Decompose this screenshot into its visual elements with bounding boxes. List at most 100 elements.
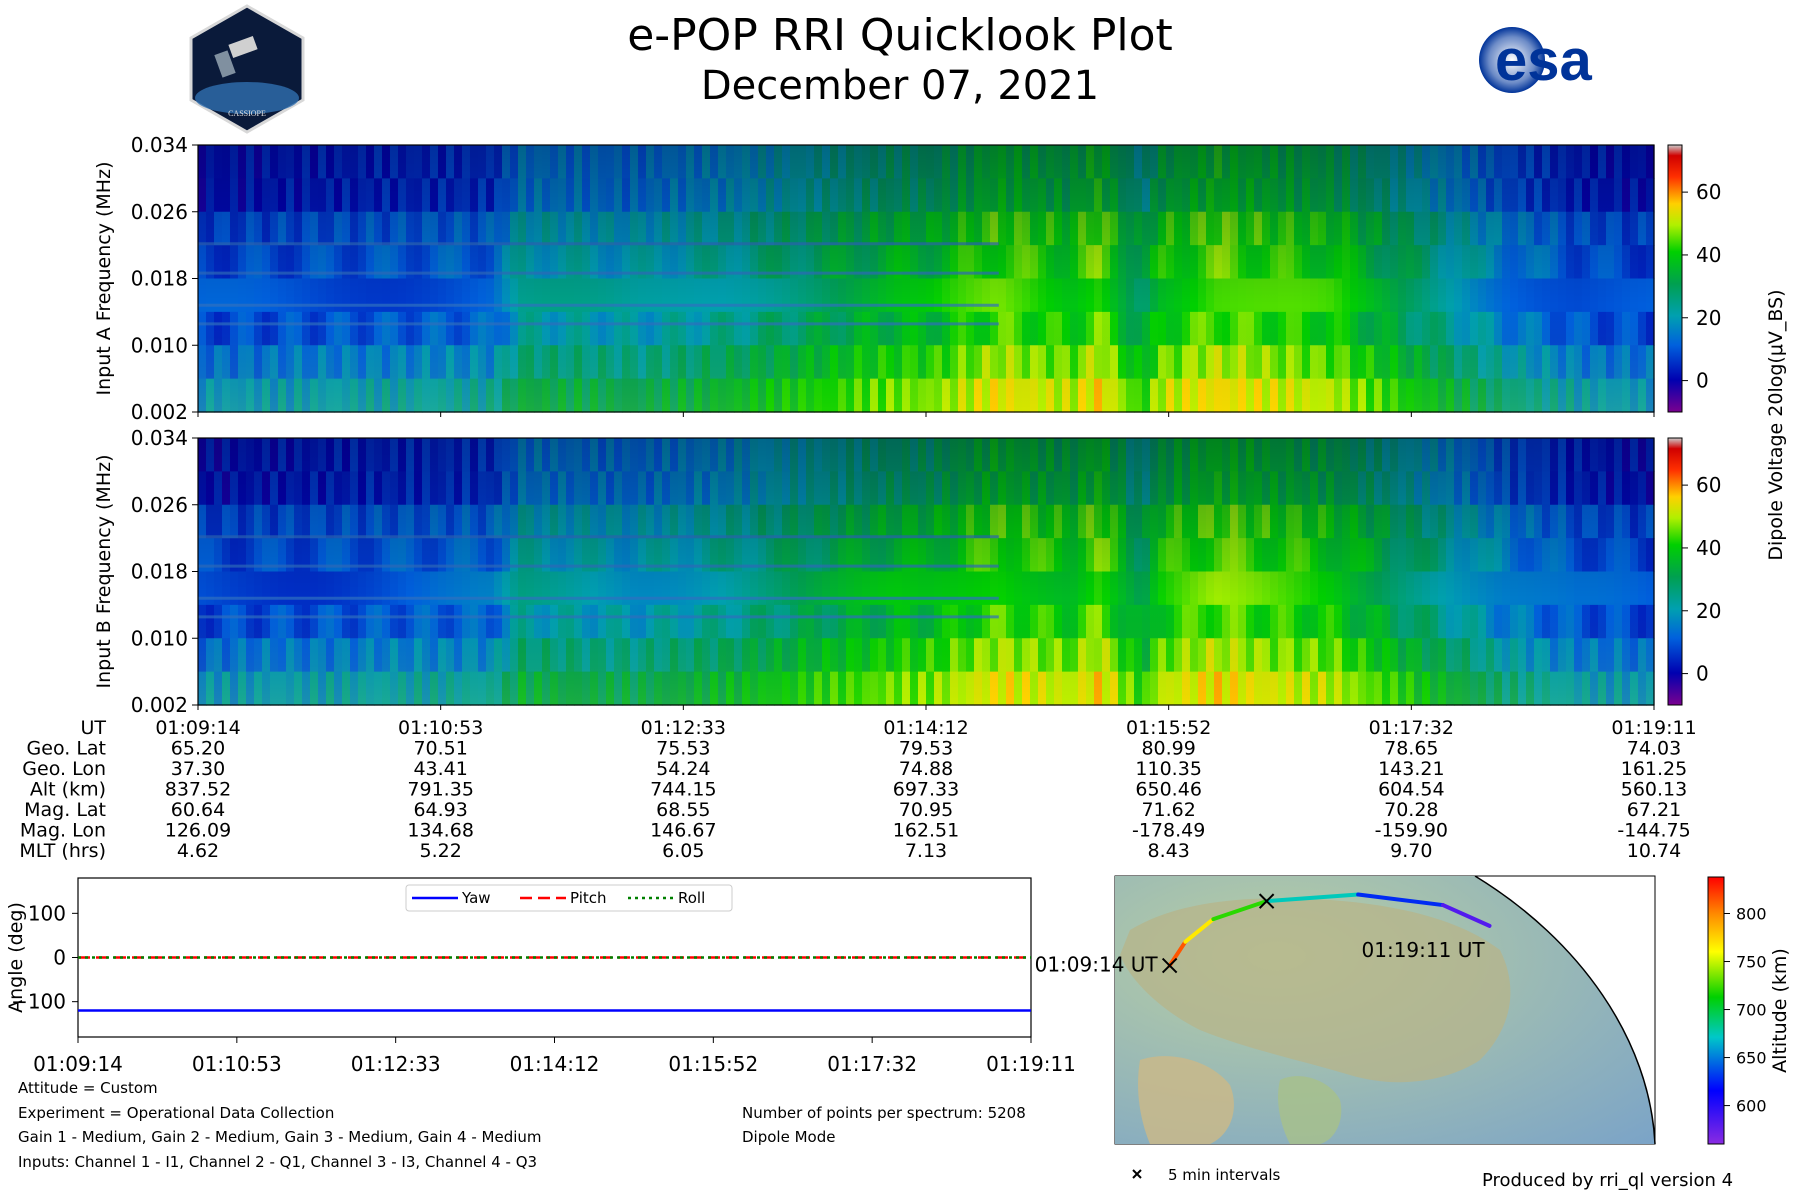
orbit-cell: 74.03 (1627, 738, 1681, 760)
orbit-cell: 70.28 (1384, 799, 1438, 821)
legend-label-roll: Roll (678, 889, 705, 907)
y-tick-label: 0.026 (131, 200, 188, 224)
orbit-cell: 67.21 (1627, 799, 1681, 821)
legend-label-yaw: Yaw (461, 889, 491, 907)
voltage-colorbar (1667, 437, 1683, 706)
orbit-cell: 791.35 (407, 779, 473, 801)
orbit-cell: 70.51 (413, 738, 467, 760)
orbit-cell: 4.62 (177, 840, 219, 862)
marker-legend-label: 5 min intervals (1168, 1166, 1281, 1184)
info-produced-by: Produced by rri_ql version 4 (1482, 1170, 1734, 1191)
altitude-colorbar-tick-label: 650 (1736, 1049, 1767, 1068)
orbit-cell: 650.46 (1135, 779, 1201, 801)
y-tick-label: 0.018 (131, 560, 188, 584)
cassiope-logo-text: CASSIOPE (228, 109, 266, 118)
track-5min-marker (1258, 893, 1275, 909)
orbit-cell: -178.49 (1132, 820, 1205, 842)
orbit-row-label: Mag. Lon (20, 820, 106, 842)
orbit-cell: 01:19:11 (1611, 717, 1696, 739)
orbit-cell: 9.70 (1390, 840, 1432, 862)
orbit-cell: 7.13 (905, 840, 947, 862)
spectrogram-ylabel: Input B Frequency (MHz) (93, 455, 115, 689)
track-end-label: 01:19:11 UT (1362, 938, 1486, 962)
orbit-cell: 110.35 (1135, 758, 1201, 780)
y-tick-label: 0.010 (131, 626, 188, 650)
track-segment (1183, 917, 1216, 944)
info-inputs: Inputs: Channel 1 - I1, Channel 2 - Q1, … (18, 1153, 538, 1171)
colorbar-label: Dipole Voltage 20log(μV_BS) (1765, 289, 1787, 560)
orbit-cell: 01:12:33 (641, 717, 726, 739)
orbit-row-label: Alt (km) (30, 779, 106, 801)
colorbar-tick-label: 20 (1696, 306, 1721, 330)
altitude-colorbar-tick-label: 800 (1736, 904, 1767, 923)
altitude-colorbar-tick-label: 700 (1736, 1001, 1767, 1020)
esa-logo: esa (1479, 27, 1593, 93)
attitude-x-tick-label: 01:12:33 (351, 1052, 441, 1076)
orbit-cell: 43.41 (413, 758, 467, 780)
orbit-row-label: MLT (hrs) (19, 840, 106, 862)
orbit-row-label: UT (80, 717, 106, 739)
track-start-label: 01:09:14 UT (1035, 953, 1159, 977)
orbit-cell: 64.93 (413, 799, 467, 821)
attitude-x-tick-label: 01:14:12 (510, 1052, 600, 1076)
orbit-cell: 01:17:32 (1369, 717, 1454, 739)
attitude-y-tick-label: −100 (11, 990, 66, 1014)
attitude-x-tick-label: 01:10:53 (192, 1052, 282, 1076)
y-tick-label: 0.034 (131, 426, 188, 450)
colorbar-tick-label: 60 (1696, 473, 1721, 497)
orbit-cell: 8.43 (1148, 840, 1190, 862)
orbit-row-label: Geo. Lat (27, 738, 106, 760)
y-tick-label: 0.026 (131, 493, 188, 517)
orbit-cell: 75.53 (656, 738, 710, 760)
y-tick-label: 0.010 (131, 333, 188, 357)
attitude-x-tick-label: 01:09:14 (33, 1052, 123, 1076)
orbit-cell: 162.51 (893, 820, 959, 842)
spectrogram-ylabel: Input A Frequency (MHz) (93, 162, 115, 396)
spectrogram-axes: 0.002 0.010 0.018 0.026 0.034 Input A Frequen… (93, 133, 1655, 717)
orbit-cell: 604.54 (1378, 779, 1444, 801)
marker-legend-icon (1132, 1169, 1142, 1179)
info-points: Number of points per spectrum: 5208 (742, 1104, 1026, 1122)
spectrogram-shading (198, 438, 1654, 705)
plot-date: December 07, 2021 (700, 63, 1100, 109)
colorbar-tick-label: 40 (1696, 243, 1721, 267)
y-tick-label: 0.018 (131, 267, 188, 291)
orbit-cell: 5.22 (420, 840, 462, 862)
input-b-spectrogram (197, 437, 1655, 706)
info-gains: Gain 1 - Medium, Gain 2 - Medium, Gain 3… (18, 1128, 542, 1146)
ground-track-map (1114, 875, 1656, 1145)
orbit-cell: 143.21 (1378, 758, 1444, 780)
attitude-y-tick-label: 100 (28, 901, 66, 925)
y-tick-label: 0.002 (131, 400, 188, 424)
voltage-colorbar (1667, 144, 1683, 413)
colorbar-tick-label: 0 (1696, 662, 1709, 686)
altitude-colorbar: 600 650 700 750 800 Altitude (km) (1707, 876, 1791, 1145)
orbit-cell: 74.88 (899, 758, 953, 780)
info-mode: Dipole Mode (742, 1128, 836, 1146)
info-attitude: Attitude = Custom (18, 1079, 158, 1097)
orbit-cell: 697.33 (893, 779, 959, 801)
spectrogram-shading (198, 145, 1654, 412)
orbit-cell: 01:09:14 (155, 717, 240, 739)
attitude-plot: 100 0 −100 01:09:14 01:10:53 01:12:33 01:14:12… (5, 877, 1076, 1076)
attitude-x-tick-label: 01:15:52 (668, 1052, 758, 1076)
y-tick-label: 0.034 (131, 133, 188, 157)
orbit-cell: 65.20 (171, 738, 225, 760)
orbit-cell: 79.53 (899, 738, 953, 760)
attitude-legend (405, 884, 733, 912)
dipole-voltage-colorbars: 0 20 40 60 0 20 40 60 Dipole Voltage 20log(μV_BS… (1667, 144, 1787, 706)
orbit-cell: 01:15:52 (1126, 717, 1211, 739)
track-segment (1440, 903, 1492, 928)
orbit-cell: 70.95 (899, 799, 953, 821)
cassiope-logo: CASSIOPE (189, 4, 305, 134)
attitude-x-tick-label: 01:17:32 (827, 1052, 917, 1076)
altitude-colorbar-tick-label: 600 (1736, 1097, 1767, 1116)
track-segment (1264, 892, 1361, 904)
info-experiment: Experiment = Operational Data Collection (18, 1104, 335, 1122)
orbit-cell: 78.65 (1384, 738, 1438, 760)
altitude-colorbar-bar (1707, 876, 1725, 1145)
orbit-cell: 134.68 (407, 820, 473, 842)
track-segment (1211, 899, 1269, 922)
attitude-y-tick-label: 0 (53, 946, 66, 970)
